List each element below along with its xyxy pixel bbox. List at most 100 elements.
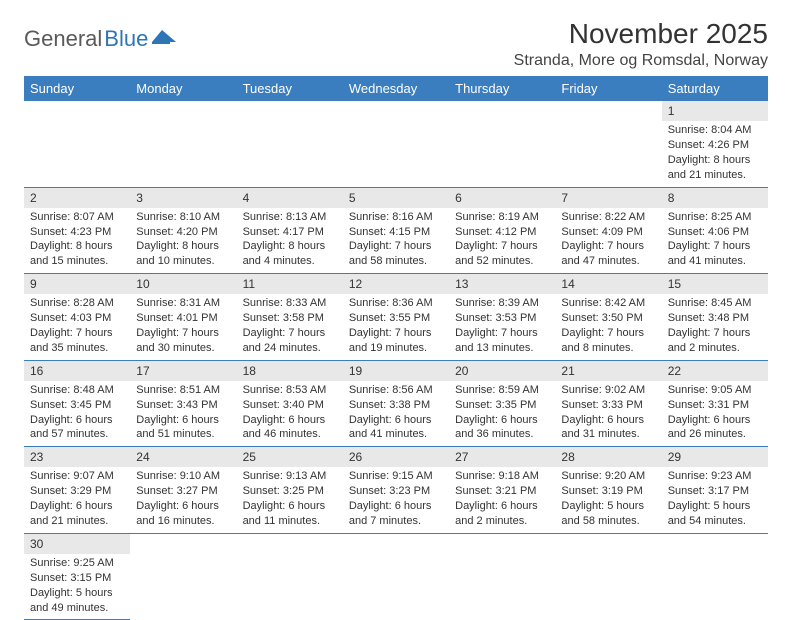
day-daylight1: Daylight: 7 hours	[349, 239, 443, 254]
day-daylight2: and 54 minutes.	[668, 514, 762, 529]
day-sunrise: Sunrise: 8:39 AM	[455, 296, 549, 311]
day-sunset: Sunset: 3:40 PM	[243, 398, 337, 413]
weekday-header: Friday	[555, 76, 661, 101]
day-number: 14	[555, 274, 661, 294]
day-number: 20	[449, 361, 555, 381]
day-daylight2: and 13 minutes.	[455, 341, 549, 356]
logo-text-blue: Blue	[104, 26, 148, 52]
day-sunrise: Sunrise: 9:10 AM	[136, 469, 230, 484]
day-content: Sunrise: 9:15 AMSunset: 3:23 PMDaylight:…	[343, 467, 449, 532]
day-daylight2: and 21 minutes.	[668, 168, 762, 183]
calendar-day-cell: 25Sunrise: 9:13 AMSunset: 3:25 PMDayligh…	[237, 447, 343, 534]
calendar-day-cell: 29Sunrise: 9:23 AMSunset: 3:17 PMDayligh…	[662, 447, 768, 534]
day-sunset: Sunset: 3:35 PM	[455, 398, 549, 413]
day-number: 23	[24, 447, 130, 467]
day-sunrise: Sunrise: 9:07 AM	[30, 469, 124, 484]
calendar-day-cell: 27Sunrise: 9:18 AMSunset: 3:21 PMDayligh…	[449, 447, 555, 534]
weekday-header-row: Sunday Monday Tuesday Wednesday Thursday…	[24, 76, 768, 101]
day-sunrise: Sunrise: 9:20 AM	[561, 469, 655, 484]
day-daylight1: Daylight: 7 hours	[136, 326, 230, 341]
day-content: Sunrise: 8:33 AMSunset: 3:58 PMDaylight:…	[237, 294, 343, 359]
day-content: Sunrise: 8:25 AMSunset: 4:06 PMDaylight:…	[662, 208, 768, 273]
day-content: Sunrise: 9:25 AMSunset: 3:15 PMDaylight:…	[24, 554, 130, 619]
calendar-day-cell	[130, 101, 236, 187]
calendar-day-cell: 1Sunrise: 8:04 AMSunset: 4:26 PMDaylight…	[662, 101, 768, 187]
day-daylight2: and 15 minutes.	[30, 254, 124, 269]
day-number: 7	[555, 188, 661, 208]
day-sunrise: Sunrise: 8:45 AM	[668, 296, 762, 311]
calendar-day-cell: 6Sunrise: 8:19 AMSunset: 4:12 PMDaylight…	[449, 187, 555, 274]
day-sunset: Sunset: 3:58 PM	[243, 311, 337, 326]
day-number: 27	[449, 447, 555, 467]
day-content: Sunrise: 9:07 AMSunset: 3:29 PMDaylight:…	[24, 467, 130, 532]
day-daylight2: and 36 minutes.	[455, 427, 549, 442]
day-daylight2: and 58 minutes.	[349, 254, 443, 269]
day-sunrise: Sunrise: 8:56 AM	[349, 383, 443, 398]
location: Stranda, More og Romsdal, Norway	[514, 52, 768, 70]
calendar-day-cell	[237, 101, 343, 187]
day-daylight1: Daylight: 7 hours	[668, 239, 762, 254]
day-number: 29	[662, 447, 768, 467]
weekday-header: Monday	[130, 76, 236, 101]
calendar-day-cell	[24, 101, 130, 187]
day-daylight2: and 46 minutes.	[243, 427, 337, 442]
day-daylight1: Daylight: 6 hours	[455, 413, 549, 428]
day-daylight2: and 2 minutes.	[668, 341, 762, 356]
day-sunrise: Sunrise: 8:10 AM	[136, 210, 230, 225]
calendar-day-cell: 20Sunrise: 8:59 AMSunset: 3:35 PMDayligh…	[449, 360, 555, 447]
day-content: Sunrise: 9:18 AMSunset: 3:21 PMDaylight:…	[449, 467, 555, 532]
day-daylight1: Daylight: 8 hours	[136, 239, 230, 254]
day-content: Sunrise: 8:22 AMSunset: 4:09 PMDaylight:…	[555, 208, 661, 273]
day-sunset: Sunset: 4:23 PM	[30, 225, 124, 240]
weekday-header: Sunday	[24, 76, 130, 101]
day-sunrise: Sunrise: 9:15 AM	[349, 469, 443, 484]
calendar-day-cell: 3Sunrise: 8:10 AMSunset: 4:20 PMDaylight…	[130, 187, 236, 274]
day-sunrise: Sunrise: 8:33 AM	[243, 296, 337, 311]
calendar-week-row: 2Sunrise: 8:07 AMSunset: 4:23 PMDaylight…	[24, 187, 768, 274]
day-daylight2: and 41 minutes.	[668, 254, 762, 269]
day-daylight2: and 35 minutes.	[30, 341, 124, 356]
day-number: 1	[662, 101, 768, 121]
day-daylight1: Daylight: 7 hours	[349, 326, 443, 341]
calendar-day-cell: 17Sunrise: 8:51 AMSunset: 3:43 PMDayligh…	[130, 360, 236, 447]
day-number: 11	[237, 274, 343, 294]
day-sunset: Sunset: 3:45 PM	[30, 398, 124, 413]
day-number: 28	[555, 447, 661, 467]
day-content: Sunrise: 8:10 AMSunset: 4:20 PMDaylight:…	[130, 208, 236, 273]
day-number: 24	[130, 447, 236, 467]
calendar-day-cell	[449, 101, 555, 187]
day-daylight1: Daylight: 8 hours	[668, 153, 762, 168]
day-sunset: Sunset: 4:15 PM	[349, 225, 443, 240]
day-content: Sunrise: 8:28 AMSunset: 4:03 PMDaylight:…	[24, 294, 130, 359]
calendar-day-cell: 19Sunrise: 8:56 AMSunset: 3:38 PMDayligh…	[343, 360, 449, 447]
day-sunset: Sunset: 4:09 PM	[561, 225, 655, 240]
calendar-day-cell: 11Sunrise: 8:33 AMSunset: 3:58 PMDayligh…	[237, 274, 343, 361]
day-sunrise: Sunrise: 8:53 AM	[243, 383, 337, 398]
day-sunrise: Sunrise: 8:25 AM	[668, 210, 762, 225]
day-daylight1: Daylight: 7 hours	[455, 239, 549, 254]
weekday-header: Wednesday	[343, 76, 449, 101]
day-daylight1: Daylight: 7 hours	[668, 326, 762, 341]
day-sunset: Sunset: 3:55 PM	[349, 311, 443, 326]
calendar-day-cell: 28Sunrise: 9:20 AMSunset: 3:19 PMDayligh…	[555, 447, 661, 534]
day-sunset: Sunset: 3:29 PM	[30, 484, 124, 499]
day-number: 12	[343, 274, 449, 294]
calendar-day-cell: 14Sunrise: 8:42 AMSunset: 3:50 PMDayligh…	[555, 274, 661, 361]
day-sunset: Sunset: 3:27 PM	[136, 484, 230, 499]
day-daylight2: and 49 minutes.	[30, 601, 124, 616]
day-sunset: Sunset: 3:43 PM	[136, 398, 230, 413]
calendar-day-cell: 8Sunrise: 8:25 AMSunset: 4:06 PMDaylight…	[662, 187, 768, 274]
day-number: 22	[662, 361, 768, 381]
day-daylight2: and 30 minutes.	[136, 341, 230, 356]
calendar-day-cell: 21Sunrise: 9:02 AMSunset: 3:33 PMDayligh…	[555, 360, 661, 447]
logo: General Blue	[24, 26, 178, 52]
day-content: Sunrise: 8:16 AMSunset: 4:15 PMDaylight:…	[343, 208, 449, 273]
day-content: Sunrise: 8:53 AMSunset: 3:40 PMDaylight:…	[237, 381, 343, 446]
day-daylight1: Daylight: 5 hours	[30, 586, 124, 601]
calendar-week-row: 23Sunrise: 9:07 AMSunset: 3:29 PMDayligh…	[24, 447, 768, 534]
day-number: 21	[555, 361, 661, 381]
calendar-body: 1Sunrise: 8:04 AMSunset: 4:26 PMDaylight…	[24, 101, 768, 620]
day-content: Sunrise: 9:20 AMSunset: 3:19 PMDaylight:…	[555, 467, 661, 532]
day-daylight2: and 47 minutes.	[561, 254, 655, 269]
day-daylight1: Daylight: 7 hours	[30, 326, 124, 341]
